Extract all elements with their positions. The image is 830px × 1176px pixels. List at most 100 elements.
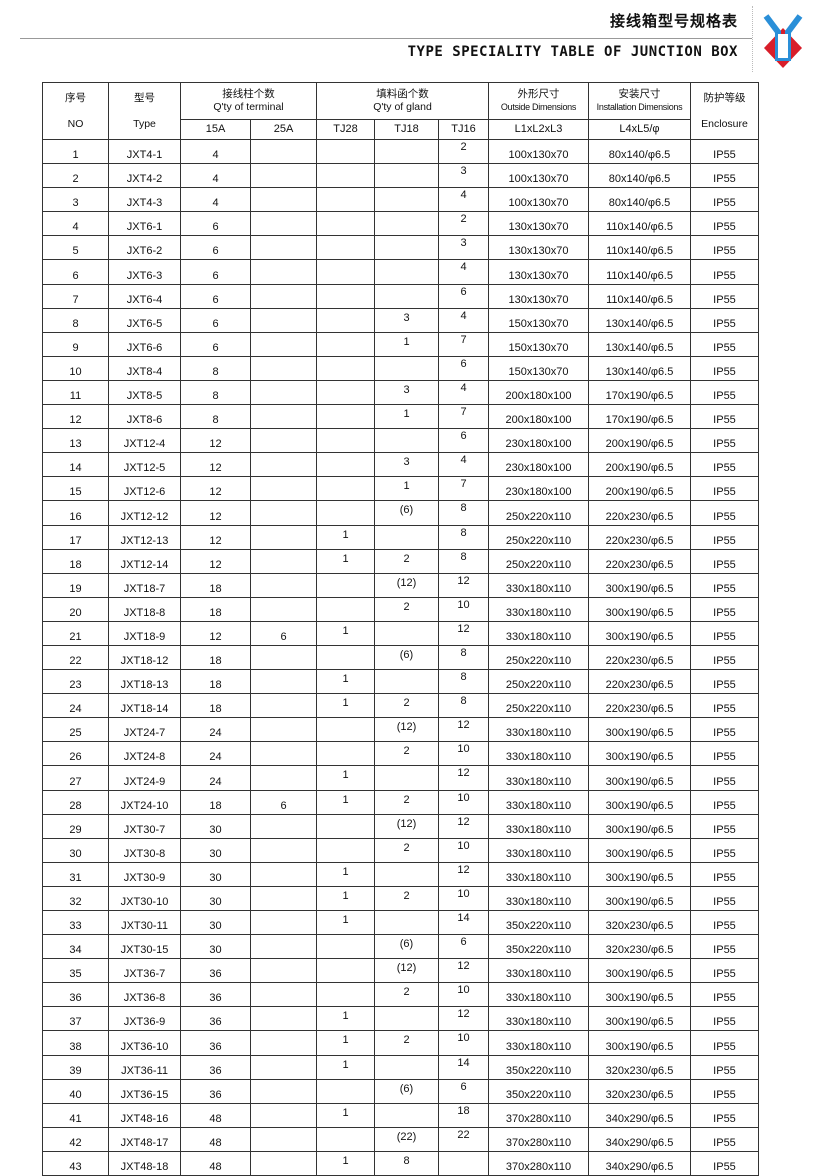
cell-no: 28	[42, 789, 109, 815]
cell-terminal-15a: 48	[180, 1102, 251, 1128]
cell-gland-tj16: 3	[438, 235, 489, 261]
cell-installation-dimensions: 80x140/φ6.5	[588, 163, 691, 189]
table-row: 4 JXT6-1 6 2 130x130x70 110x140/φ6.5 IP55	[42, 211, 759, 237]
cell-terminal-25a	[250, 452, 317, 478]
cell-terminal-25a	[250, 548, 317, 574]
cell-terminal-25a	[250, 693, 317, 719]
table-row: 27 JXT24-9 24 1 12 330x180x110 300x190/φ6.5 IP5…	[42, 765, 759, 791]
cell-no: 8	[42, 307, 109, 333]
cell-terminal-15a: 30	[180, 861, 251, 887]
cell-outside-dimensions: 330x180x110	[488, 982, 589, 1008]
cell-outside-dimensions: 330x180x110	[488, 789, 589, 815]
cell-gland-tj16: 7	[438, 476, 489, 502]
cell-gland-tj16: 10	[438, 1030, 489, 1056]
header-terminal: 接线柱个数 Q'ty of terminal	[180, 82, 317, 120]
cell-installation-dimensions: 340x290/φ6.5	[588, 1150, 691, 1176]
cell-enclosure: IP55	[690, 717, 759, 743]
cell-terminal-15a: 6	[180, 211, 251, 237]
subheader-tj18: TJ18	[374, 119, 439, 140]
table-row: 39 JXT36-11 36 1 14 350x220x110 320x230/φ6.5 IP…	[42, 1054, 759, 1080]
cell-gland-tj28	[316, 163, 375, 189]
cell-gland-tj18	[374, 1006, 439, 1032]
cell-terminal-15a: 30	[180, 837, 251, 863]
cell-terminal-25a	[250, 524, 317, 550]
cell-gland-tj18	[374, 428, 439, 454]
cell-terminal-25a	[250, 861, 317, 887]
cell-installation-dimensions: 220x230/φ6.5	[588, 693, 691, 719]
cell-installation-dimensions: 200x190/φ6.5	[588, 476, 691, 502]
table-row: 7 JXT6-4 6 6 130x130x70 110x140/φ6.5 IP55	[42, 283, 759, 309]
cell-gland-tj28	[316, 837, 375, 863]
cell-terminal-15a: 18	[180, 789, 251, 815]
table-row: 18 JXT12-14 12 1 2 8 250x220x110 220x230/φ6.5 IP…	[42, 548, 759, 574]
cell-gland-tj28	[316, 452, 375, 478]
cell-type: JXT36-15	[108, 1078, 181, 1104]
cell-no: 26	[42, 741, 109, 767]
cell-gland-tj16: 12	[438, 765, 489, 791]
cell-no: 9	[42, 331, 109, 357]
cell-outside-dimensions: 100x130x70	[488, 138, 589, 165]
cell-enclosure: IP55	[690, 934, 759, 960]
cell-terminal-25a	[250, 1006, 317, 1032]
cell-terminal-15a: 12	[180, 620, 251, 646]
cell-outside-dimensions: 330x180x110	[488, 861, 589, 887]
cell-gland-tj18: 2	[374, 741, 439, 767]
cell-gland-tj18	[374, 355, 439, 381]
cell-gland-tj28	[316, 572, 375, 598]
cell-gland-tj16: 4	[438, 187, 489, 213]
cell-terminal-15a: 24	[180, 765, 251, 791]
cell-gland-tj18: (6)	[374, 1078, 439, 1104]
cell-gland-tj28: 1	[316, 765, 375, 791]
cell-gland-tj18: 3	[374, 307, 439, 333]
cell-no: 5	[42, 235, 109, 261]
cell-installation-dimensions: 320x230/φ6.5	[588, 909, 691, 936]
cell-type: JXT30-7	[108, 813, 181, 839]
cell-installation-dimensions: 220x230/φ6.5	[588, 524, 691, 550]
subheader-15a: 15A	[180, 119, 251, 140]
cell-gland-tj16: 4	[438, 452, 489, 478]
cell-enclosure: IP55	[690, 331, 759, 357]
cell-outside-dimensions: 230x180x100	[488, 452, 589, 478]
cell-installation-dimensions: 110x140/φ6.5	[588, 235, 691, 261]
cell-no: 30	[42, 837, 109, 863]
cell-no: 21	[42, 620, 109, 646]
cell-no: 42	[42, 1126, 109, 1152]
cell-gland-tj28: 1	[316, 524, 375, 550]
cell-type: JXT4-1	[108, 138, 181, 165]
cell-terminal-25a	[250, 355, 317, 381]
cell-no: 25	[42, 717, 109, 743]
cell-gland-tj18: 2	[374, 789, 439, 815]
cell-gland-tj18	[374, 1102, 439, 1128]
cell-type: JXT6-1	[108, 211, 181, 237]
cell-terminal-25a	[250, 717, 317, 743]
company-logo	[763, 14, 803, 68]
cell-no: 3	[42, 187, 109, 213]
table-row: 34 JXT30-15 30 (6) 6 350x220x110 320x230/φ6.5 I…	[42, 934, 759, 960]
header-enclosure: 防护等级 Enclosure	[690, 82, 759, 140]
cell-gland-tj16: 7	[438, 331, 489, 357]
cell-enclosure: IP55	[690, 379, 759, 406]
table-row: 3 JXT4-3 4 4 100x130x70 80x140/φ6.5 IP55	[42, 187, 759, 213]
cell-no: 32	[42, 885, 109, 912]
cell-installation-dimensions: 130x140/φ6.5	[588, 331, 691, 357]
cell-gland-tj16: 14	[438, 909, 489, 936]
cell-gland-tj16: 6	[438, 283, 489, 309]
cell-terminal-25a	[250, 1030, 317, 1056]
cell-gland-tj28	[316, 428, 375, 454]
cell-terminal-15a: 8	[180, 404, 251, 430]
cell-enclosure: IP55	[690, 524, 759, 550]
cell-terminal-25a	[250, 211, 317, 237]
cell-enclosure: IP55	[690, 500, 759, 526]
cell-type: JXT12-5	[108, 452, 181, 478]
cell-type: JXT6-3	[108, 259, 181, 285]
cell-outside-dimensions: 250x220x110	[488, 644, 589, 671]
cell-no: 43	[42, 1150, 109, 1176]
cell-type: JXT18-13	[108, 669, 181, 695]
cell-terminal-15a: 12	[180, 524, 251, 550]
cell-type: JXT30-10	[108, 885, 181, 912]
table-row: 32 JXT30-10 30 1 2 10 330x180x110 300x190/φ6.5 I…	[42, 885, 759, 912]
table-row: 10 JXT8-4 8 6 150x130x70 130x140/φ6.5 IP55	[42, 355, 759, 381]
cell-enclosure: IP55	[690, 1078, 759, 1104]
cell-outside-dimensions: 350x220x110	[488, 909, 589, 936]
cell-installation-dimensions: 110x140/φ6.5	[588, 259, 691, 285]
